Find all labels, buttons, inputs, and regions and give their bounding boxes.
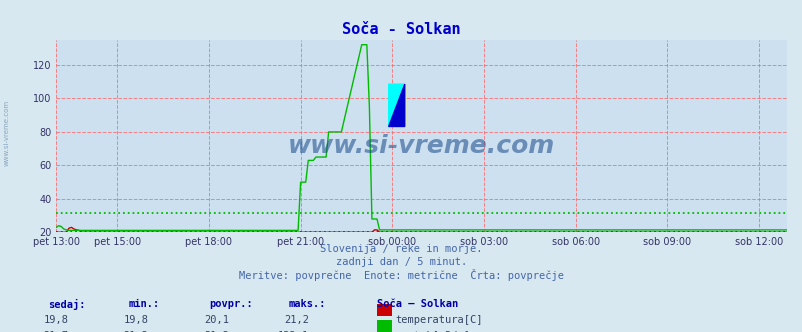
Text: zadnji dan / 5 minut.: zadnji dan / 5 minut. [335, 257, 467, 267]
Text: 21,2: 21,2 [124, 331, 148, 332]
Text: 20,1: 20,1 [204, 315, 229, 325]
Text: maks.:: maks.: [289, 299, 326, 309]
Text: povpr.:: povpr.: [209, 299, 252, 309]
Text: 132,1: 132,1 [277, 331, 309, 332]
Text: Slovenija / reke in morje.: Slovenija / reke in morje. [320, 244, 482, 254]
Text: sedaj:: sedaj: [48, 299, 86, 310]
Text: Soča – Solkan: Soča – Solkan [377, 299, 458, 309]
Text: Soča - Solkan: Soča - Solkan [342, 22, 460, 37]
Text: 19,8: 19,8 [124, 315, 148, 325]
Text: 19,8: 19,8 [43, 315, 68, 325]
Polygon shape [388, 84, 404, 126]
Text: www.si-vreme.com: www.si-vreme.com [288, 134, 554, 158]
Text: Meritve: povprečne  Enote: metrične  Črta: povprečje: Meritve: povprečne Enote: metrične Črta:… [239, 269, 563, 281]
Bar [388, 84, 404, 126]
Text: min.:: min.: [128, 299, 160, 309]
Text: 21,7: 21,7 [43, 331, 68, 332]
Text: 21,2: 21,2 [284, 315, 309, 325]
Text: temperatura[C]: temperatura[C] [395, 315, 482, 325]
Text: www.si-vreme.com: www.si-vreme.com [4, 100, 10, 166]
Text: pretok[m3/s]: pretok[m3/s] [395, 331, 469, 332]
Text: 31,3: 31,3 [204, 331, 229, 332]
Polygon shape [388, 84, 404, 126]
